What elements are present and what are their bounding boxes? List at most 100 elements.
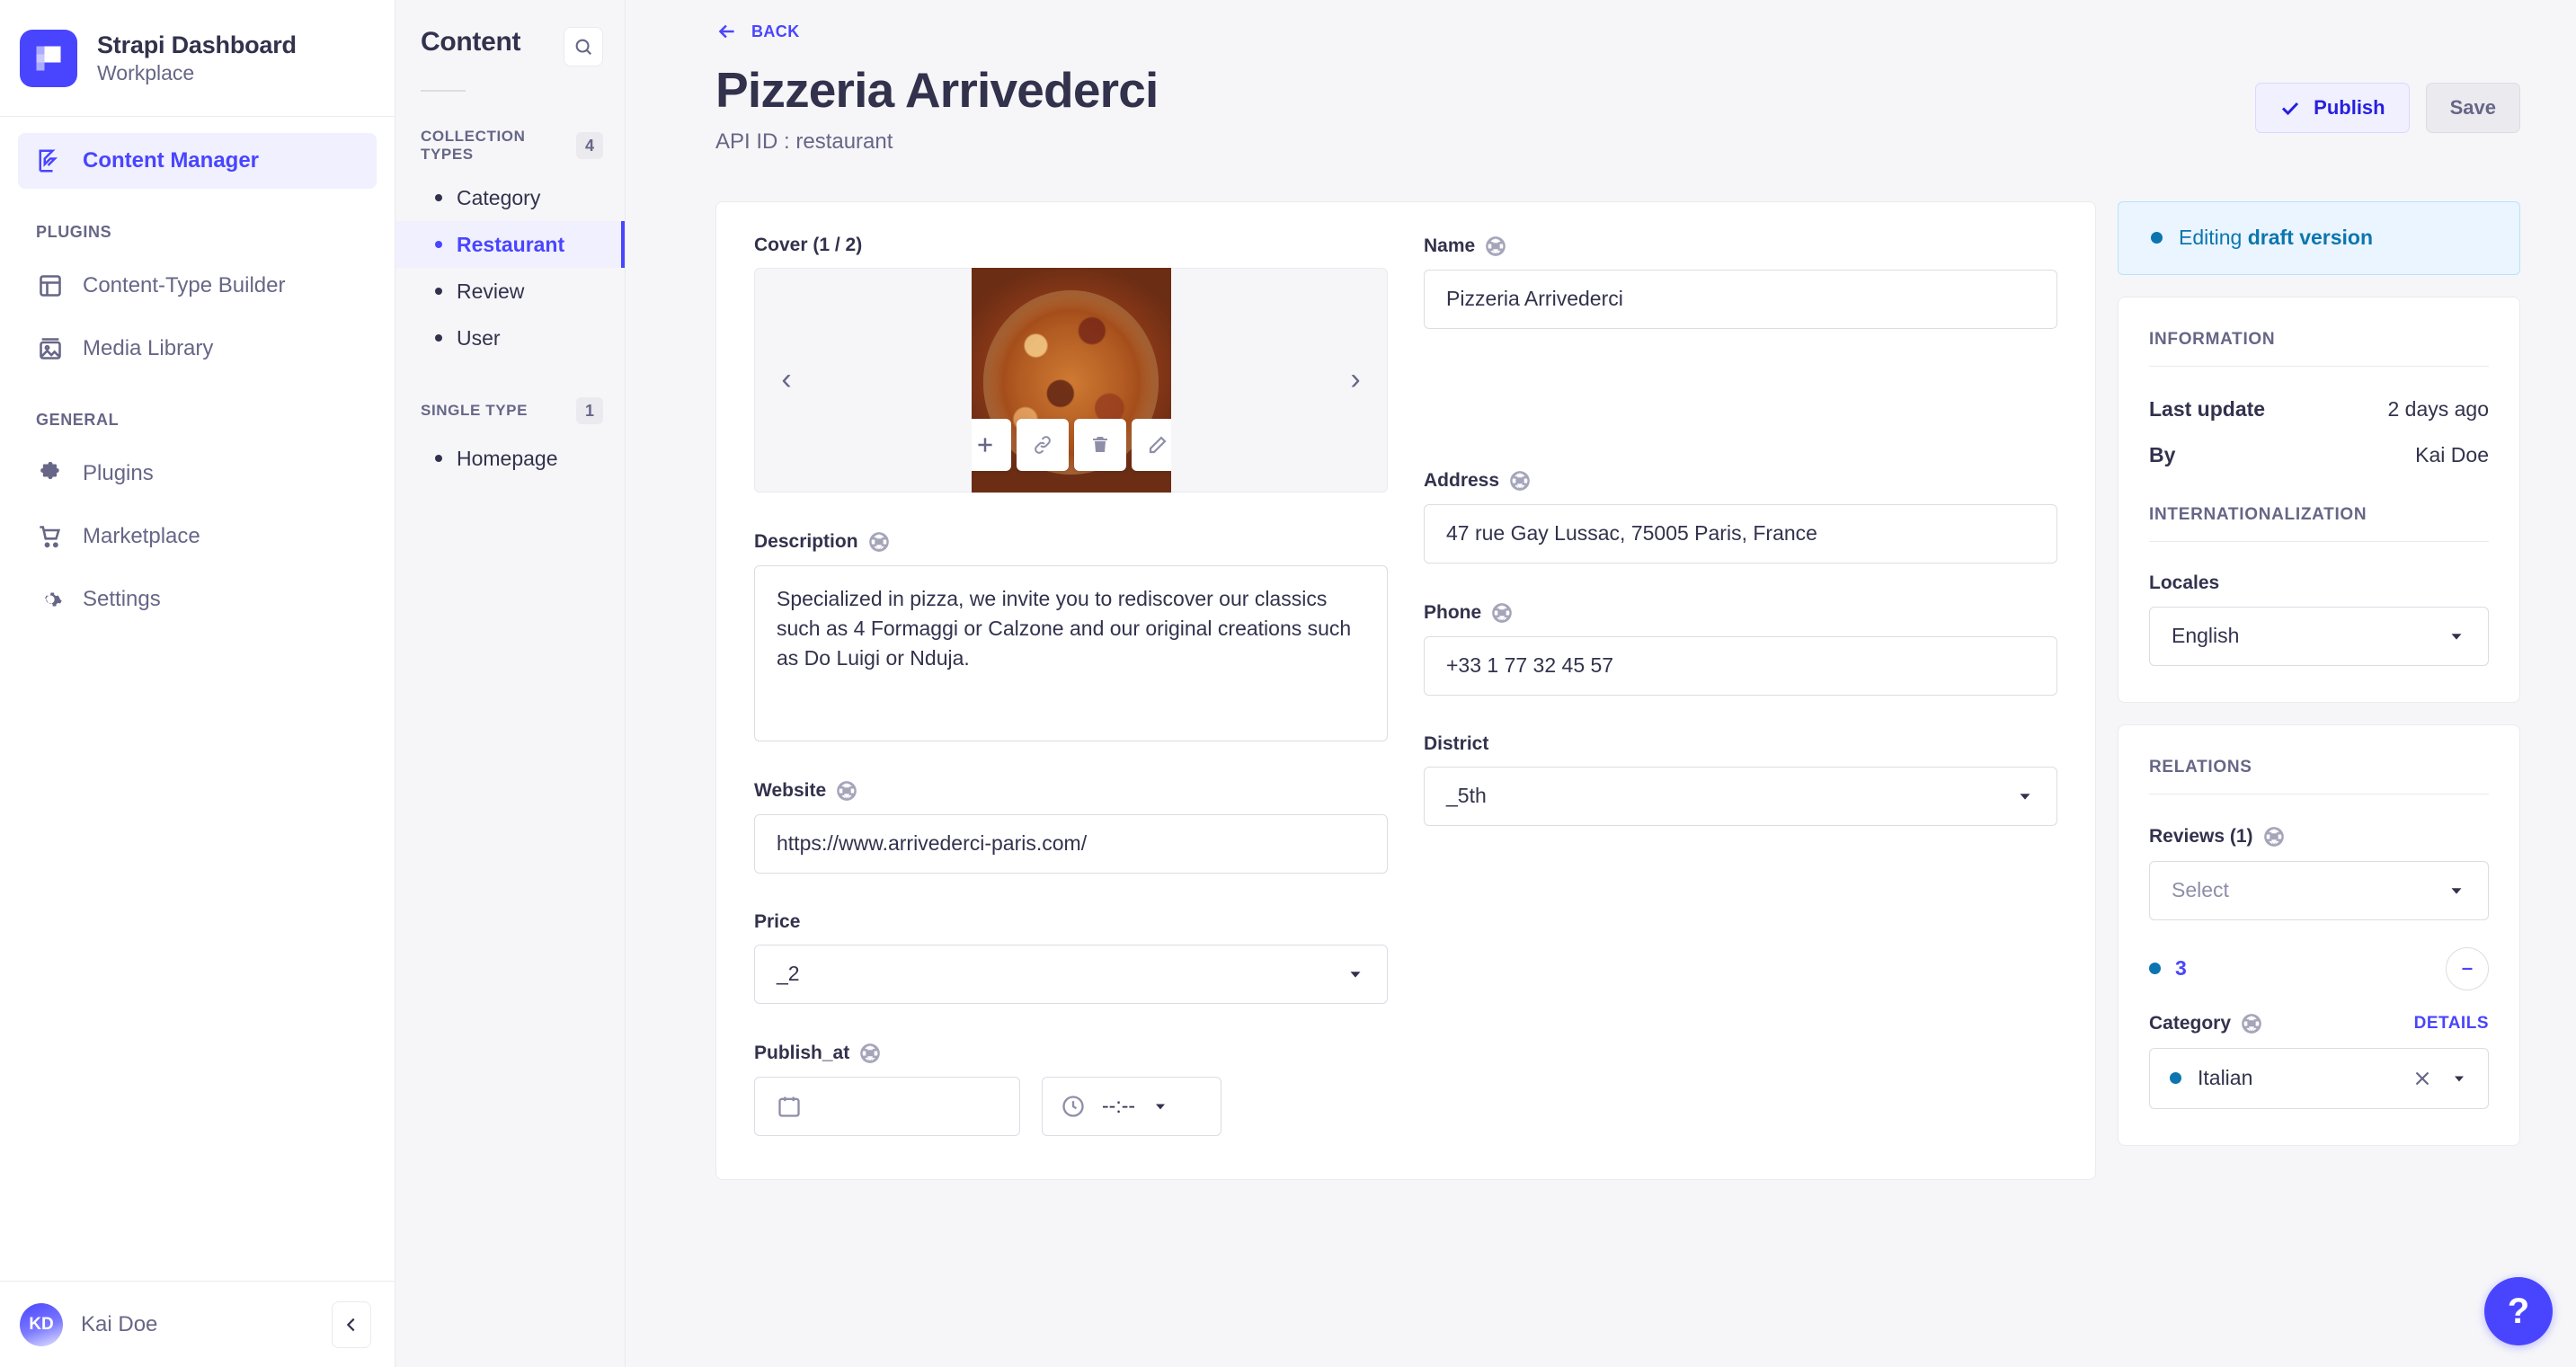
- category-details-link[interactable]: DETAILS: [2413, 1013, 2489, 1033]
- chevron-down-icon: [1156, 1104, 1166, 1109]
- cover-next-button[interactable]: ›: [1350, 362, 1361, 396]
- brand-title: Strapi Dashboard: [97, 31, 297, 58]
- collapse-sidebar-button[interactable]: [332, 1300, 371, 1348]
- chevron-down-icon[interactable]: [2450, 1070, 2468, 1087]
- locales-value: English: [2172, 624, 2240, 647]
- save-button[interactable]: Save: [2425, 83, 2520, 133]
- phone-label-text: Phone: [1424, 601, 1482, 623]
- globe-icon: [868, 531, 889, 552]
- price-select[interactable]: _2: [754, 944, 1388, 1004]
- brand-header: Strapi Dashboard Workplace: [0, 0, 395, 117]
- publish-at-date-input[interactable]: [754, 1076, 1020, 1136]
- address-input[interactable]: 47 rue Gay Lussac, 75005 Paris, France: [1424, 503, 2057, 564]
- globe-icon: [837, 780, 857, 801]
- entry-side-panel: Editing draft version INFORMATION Last u…: [2118, 200, 2520, 1146]
- image-icon: [36, 334, 65, 363]
- arrow-left-icon: [718, 24, 734, 39]
- phone-input[interactable]: +33 1 77 32 45 57: [1424, 635, 2057, 696]
- divider: [2149, 540, 2489, 542]
- name-input[interactable]: Pizzeria Arrivederci: [1424, 269, 2057, 329]
- reviews-label-text: Reviews (1): [2149, 825, 2253, 847]
- single-type-count: 1: [576, 397, 603, 424]
- publish-at-field: Publish_at: [754, 1042, 1388, 1136]
- sidebar-item-settings[interactable]: Settings: [18, 572, 377, 627]
- info-key: By: [2149, 442, 2176, 466]
- sidebar-item-content-manager[interactable]: Content Manager: [18, 133, 377, 189]
- list-item-homepage[interactable]: Homepage: [395, 435, 625, 482]
- district-value: _5th: [1446, 784, 1487, 807]
- website-input[interactable]: https://www.arrivederci-paris.com/: [754, 813, 1388, 874]
- page-title: Content: [421, 27, 521, 57]
- clock-icon: [1062, 1095, 1084, 1117]
- list-item-review[interactable]: Review: [395, 268, 625, 315]
- status-dot-icon: [2170, 1072, 2181, 1084]
- locales-select[interactable]: English: [2149, 606, 2489, 666]
- cover-carousel: ‹: [754, 267, 1388, 493]
- district-select[interactable]: _5th: [1424, 766, 2057, 826]
- publish-at-time-value: --:--: [1102, 1094, 1136, 1117]
- price-label-text: Price: [754, 910, 801, 932]
- add-icon: [977, 437, 992, 452]
- name-field: Name Pizzeria Arrivederci: [1424, 235, 2057, 329]
- bullet-icon: [435, 288, 442, 295]
- edit-asset-button[interactable]: [1131, 418, 1171, 471]
- globe-icon: [2242, 1013, 2261, 1034]
- publish-at-label-text: Publish_at: [754, 1042, 850, 1063]
- sidebar-item-content-type-builder[interactable]: Content-Type Builder: [18, 258, 377, 314]
- publish-at-time-input[interactable]: --:--: [1042, 1076, 1221, 1136]
- category-select[interactable]: Italian: [2149, 1047, 2489, 1109]
- delete-asset-button[interactable]: [1073, 418, 1126, 471]
- sidebar-user-footer[interactable]: KD Kai Doe: [0, 1281, 395, 1367]
- chevron-down-icon: [1350, 971, 1361, 978]
- cover-image: [971, 267, 1171, 493]
- description-textarea[interactable]: Specialized in pizza, we invite you to r…: [754, 564, 1388, 741]
- sidebar-item-plugins[interactable]: Plugins: [18, 446, 377, 502]
- save-label: Save: [2449, 96, 2496, 119]
- sidebar-item-media-library[interactable]: Media Library: [18, 321, 377, 377]
- information-card: INFORMATION Last update 2 days ago By Ka…: [2118, 296, 2520, 703]
- website-label-text: Website: [754, 779, 827, 801]
- website-label: Website: [754, 779, 1388, 803]
- info-key: Last update: [2149, 396, 2266, 421]
- help-button[interactable]: ?: [2484, 1277, 2553, 1345]
- collection-types-label: COLLECTION TYPES: [421, 128, 526, 163]
- list-item-label: Category: [457, 185, 541, 209]
- pencil-icon: [1149, 435, 1167, 453]
- close-icon[interactable]: [2411, 1067, 2434, 1090]
- sidebar-item-marketplace[interactable]: Marketplace: [18, 509, 377, 564]
- single-type-label: SINGLE TYPE: [421, 402, 529, 419]
- cover-field: Cover (1 / 2) ‹: [754, 235, 1388, 493]
- price-field: Price _2: [754, 911, 1388, 1004]
- avatar: KD: [20, 1302, 63, 1346]
- chevron-down-icon: [2451, 633, 2462, 640]
- relation-item-label[interactable]: 3: [2175, 956, 2187, 980]
- back-link[interactable]: BACK: [715, 0, 800, 43]
- search-button[interactable]: [564, 27, 603, 67]
- list-item-label: Homepage: [457, 446, 558, 470]
- price-value: _2: [777, 962, 800, 985]
- main-content: BACK Pizzeria Arrivederci API ID : resta…: [626, 0, 2576, 1367]
- remove-relation-button[interactable]: [2446, 946, 2489, 990]
- sidebar-item-label: Settings: [83, 587, 161, 611]
- chevron-down-icon: [2020, 793, 2030, 800]
- district-label-text: District: [1424, 732, 1489, 754]
- list-item-user[interactable]: User: [395, 315, 625, 361]
- bullet-icon: [435, 241, 442, 248]
- entry-form-card: Cover (1 / 2) ‹: [715, 200, 2096, 1180]
- cover-prev-button[interactable]: ‹: [781, 362, 792, 396]
- info-value: Kai Doe: [2415, 442, 2489, 466]
- list-item-category[interactable]: Category: [395, 174, 625, 221]
- sidebar-user-name: Kai Doe: [81, 1311, 158, 1336]
- list-item-restaurant[interactable]: Restaurant: [395, 221, 625, 268]
- sidebar-item-label: Content-Type Builder: [83, 273, 286, 297]
- add-asset-button[interactable]: [971, 418, 1011, 471]
- publish-button[interactable]: Publish: [2255, 83, 2410, 133]
- spacer: [1424, 367, 2057, 469]
- content-pane-header: Content: [395, 16, 625, 67]
- copy-link-button[interactable]: [1016, 418, 1069, 471]
- globe-icon: [2263, 826, 2284, 847]
- bullet-icon: [435, 334, 442, 342]
- reviews-select[interactable]: Select: [2149, 860, 2489, 920]
- sidebar-item-label: Content Manager: [83, 148, 260, 173]
